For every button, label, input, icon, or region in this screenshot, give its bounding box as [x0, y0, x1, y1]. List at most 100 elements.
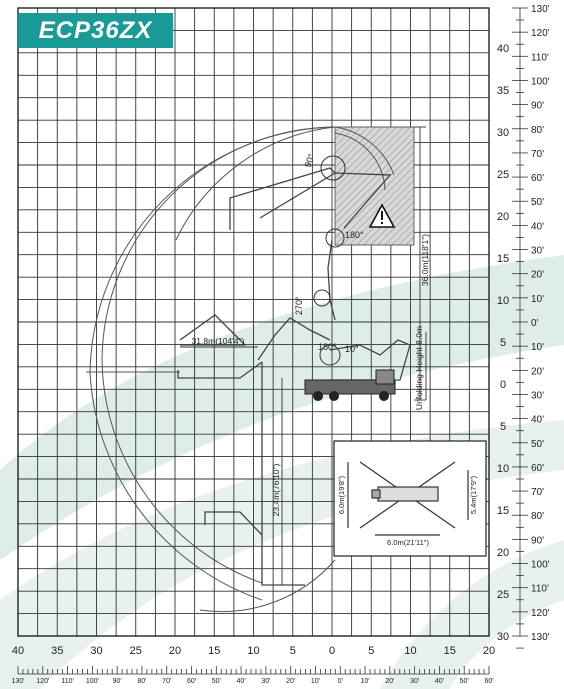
y-ft-label: 40' — [531, 415, 544, 426]
y-tick-label: 20 — [497, 547, 509, 559]
rear-spread-label: 5.4m(17'9") — [469, 475, 478, 514]
x-tick-label: 25 — [130, 645, 142, 657]
chart-frame — [17, 7, 490, 637]
angle-label-180: 180° — [345, 230, 364, 240]
angle-label-270: 270° — [294, 296, 304, 315]
y-ft-label: 20' — [531, 270, 544, 281]
horizontal-reach-label: 31.8m(104'4") — [192, 336, 245, 346]
y-tick-label: 5 — [500, 421, 506, 433]
x-ft-label: 110' — [61, 678, 74, 685]
boom-sections — [177, 167, 411, 586]
y-ft-label: 60' — [531, 463, 544, 474]
x-tick-label: 30 — [90, 645, 102, 657]
x-ft-label: 20' — [286, 678, 295, 685]
y-ft-label: 50' — [531, 439, 544, 450]
angle-label-90: 90° — [302, 152, 316, 169]
y-tick-label: 5 — [500, 337, 506, 349]
y-ft-label: 90' — [531, 535, 544, 546]
y-ft-label: 80' — [531, 511, 544, 522]
x-ft-label: 40' — [435, 678, 444, 685]
angle-label-180b: 180° — [318, 342, 337, 352]
x-tick-label: 5 — [290, 645, 296, 657]
y-ft-label: 20' — [531, 366, 544, 377]
y-axis-feet-labels: 130' 120' 110' 100' 90' 80' 70' 60' 50' 40' 30' 20'… — [531, 4, 550, 643]
y-tick-label: 0 — [500, 379, 506, 391]
y-axis-feet-ticks — [512, 7, 528, 649]
outrigger-inset: 6.0m(19'8") 5.4m(17'9") 6.0m(21'11") — [333, 440, 487, 557]
x-ft-label: 100' — [86, 678, 99, 685]
y-ft-label: 130' — [531, 632, 550, 643]
y-tick-label: 15 — [497, 253, 509, 265]
y-tick-label: 25 — [497, 589, 509, 601]
x-ft-label: 30' — [410, 678, 419, 685]
x-tick-label: 15 — [444, 645, 456, 657]
y-ft-label: 40' — [531, 221, 544, 232]
model-title-badge: ECP36ZX — [18, 13, 173, 48]
angle-labels: 90° 180° 270° 180° 10° — [294, 152, 364, 354]
y-ft-label: 120' — [531, 28, 550, 39]
y-ft-label: 110' — [531, 584, 549, 595]
y-ft-label: 70' — [531, 149, 544, 160]
x-tick-label: 35 — [51, 645, 63, 657]
x-ft-label: 30' — [261, 678, 270, 685]
y-ft-label: 30' — [531, 390, 544, 401]
x-tick-label: 20 — [483, 645, 495, 657]
reach-envelope — [86, 126, 395, 613]
y-tick-label: 30 — [497, 631, 509, 643]
y-ft-label: 70' — [531, 487, 544, 498]
y-tick-label: 10 — [497, 463, 509, 475]
y-ft-label: 90' — [531, 101, 544, 112]
y-ft-label: 10' — [531, 294, 544, 305]
front-spread-label: 6.0m(19'8") — [337, 475, 346, 514]
x-ft-label: 40' — [237, 678, 246, 685]
x-ft-label: 10' — [311, 678, 320, 685]
y-ft-label: 30' — [531, 246, 544, 257]
depth-reach-label: 23.4m(76'10") — [271, 463, 281, 516]
x-tick-label: 40 — [12, 645, 24, 657]
y-ft-label: 80' — [531, 125, 544, 136]
unfolding-height-label: Unfolding Height 8.0m — [414, 326, 424, 410]
longitudinal-label: 6.0m(21'11") — [387, 538, 429, 547]
x-ft-label: 10' — [360, 678, 369, 685]
vertical-reach-label: 36.0m(118'1") — [420, 234, 430, 286]
y-ft-label: 100' — [531, 76, 550, 87]
x-ft-label: 120' — [36, 678, 49, 685]
x-ft-label: 90' — [113, 678, 122, 685]
x-ft-label: 20' — [385, 678, 394, 685]
y-ft-label: 120' — [531, 608, 550, 619]
y-ft-label: 50' — [531, 197, 544, 208]
warning-icon — [368, 203, 396, 228]
y-ft-label: 10' — [531, 342, 544, 353]
y-ft-label: 110' — [531, 52, 549, 63]
x-ft-label: 130' — [11, 678, 24, 685]
x-tick-label: 10 — [247, 645, 259, 657]
x-ft-label: 80' — [137, 678, 146, 685]
y-tick-label: 15 — [497, 505, 509, 517]
y-tick-label: 25 — [497, 169, 509, 181]
y-tick-label: 10 — [497, 295, 509, 307]
y-ft-label: 130' — [531, 4, 550, 15]
x-ft-label: 60' — [187, 678, 196, 685]
truck — [304, 369, 396, 401]
x-tick-label: 15 — [208, 645, 220, 657]
x-tick-label: 5 — [368, 645, 374, 657]
y-tick-label: 20 — [497, 211, 509, 223]
x-ft-label: 50' — [212, 678, 221, 685]
dimension-lines — [180, 126, 427, 585]
x-ft-label: 0' — [338, 678, 343, 685]
x-axis-feet-labels: 130' 120' 110' 100' 90' 80' 70' 60' 50' 40' 30' 20'… — [11, 678, 493, 685]
x-tick-label: 10 — [404, 645, 416, 657]
y-axis-meter-labels: 40 35 30 25 20 15 10 5 0 5 10 15 20 25 30 — [497, 43, 509, 643]
angle-markers — [313, 155, 346, 366]
x-axis-feet-ticks — [17, 666, 490, 675]
y-ft-label: 60' — [531, 173, 544, 184]
x-ft-label: 60' — [484, 678, 493, 685]
x-axis-meter-labels: 40 35 30 25 20 15 10 5 0 5 10 15 20 — [12, 645, 495, 657]
x-ft-label: 70' — [162, 678, 171, 685]
y-tick-label: 35 — [497, 85, 509, 97]
y-tick-label: 30 — [497, 127, 509, 139]
x-tick-label: 20 — [169, 645, 181, 657]
angle-label-10: 10° — [345, 344, 359, 354]
y-ft-label: 0' — [531, 318, 539, 329]
